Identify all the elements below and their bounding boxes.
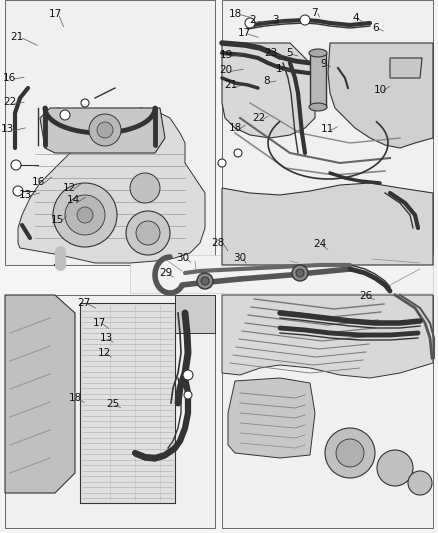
Text: 4: 4: [352, 13, 359, 23]
Text: 7: 7: [311, 8, 318, 18]
Text: 14: 14: [67, 196, 80, 205]
Text: 11: 11: [321, 124, 334, 134]
Circle shape: [136, 221, 160, 245]
Circle shape: [53, 183, 117, 247]
Circle shape: [77, 207, 93, 223]
Polygon shape: [130, 255, 433, 293]
Circle shape: [408, 471, 432, 495]
Circle shape: [197, 273, 213, 289]
Circle shape: [13, 186, 23, 196]
Circle shape: [184, 391, 192, 399]
Text: 22: 22: [253, 114, 266, 123]
Circle shape: [126, 211, 170, 255]
Polygon shape: [222, 43, 315, 138]
Polygon shape: [228, 378, 315, 458]
Circle shape: [97, 122, 113, 138]
Circle shape: [292, 265, 308, 281]
Polygon shape: [80, 303, 175, 503]
Circle shape: [183, 370, 193, 380]
Text: 2: 2: [249, 15, 256, 25]
Text: 20: 20: [219, 66, 233, 75]
Circle shape: [336, 439, 364, 467]
Text: 19: 19: [219, 51, 233, 60]
Circle shape: [245, 18, 255, 28]
Text: 21: 21: [10, 33, 23, 42]
Text: 18: 18: [229, 9, 242, 19]
Polygon shape: [222, 183, 433, 265]
Polygon shape: [18, 108, 205, 263]
Text: 17: 17: [93, 318, 106, 328]
Text: 8: 8: [263, 76, 270, 86]
Text: 22: 22: [3, 98, 16, 107]
Text: 18: 18: [69, 393, 82, 402]
Polygon shape: [328, 43, 433, 148]
Text: 27: 27: [78, 298, 91, 308]
Text: 15: 15: [50, 215, 64, 224]
Polygon shape: [222, 295, 433, 528]
Text: 30: 30: [177, 253, 190, 263]
Text: 24: 24: [313, 239, 326, 249]
Text: 9: 9: [320, 59, 327, 69]
Polygon shape: [222, 0, 433, 265]
Ellipse shape: [309, 103, 327, 111]
Polygon shape: [222, 295, 433, 378]
Polygon shape: [5, 295, 75, 493]
Text: 17: 17: [49, 9, 62, 19]
Polygon shape: [40, 108, 165, 153]
Text: 16: 16: [32, 177, 45, 187]
Text: 10: 10: [374, 85, 387, 94]
Text: 17: 17: [238, 28, 251, 38]
Circle shape: [218, 159, 226, 167]
Text: 23: 23: [264, 49, 277, 58]
Text: 12: 12: [98, 348, 111, 358]
Text: 25: 25: [106, 399, 120, 409]
Circle shape: [300, 15, 310, 25]
Polygon shape: [5, 0, 215, 265]
Polygon shape: [310, 53, 326, 107]
Text: 1: 1: [276, 64, 283, 74]
Circle shape: [130, 173, 160, 203]
Text: 3: 3: [272, 15, 279, 25]
Text: 26: 26: [360, 292, 373, 301]
Ellipse shape: [309, 49, 327, 57]
Text: 28: 28: [212, 238, 225, 248]
Polygon shape: [390, 58, 422, 78]
Text: 13: 13: [99, 333, 113, 343]
Circle shape: [377, 450, 413, 486]
Polygon shape: [5, 295, 215, 528]
Circle shape: [89, 114, 121, 146]
Text: 29: 29: [159, 268, 172, 278]
Circle shape: [11, 160, 21, 170]
Text: 12: 12: [63, 183, 76, 192]
Circle shape: [325, 428, 375, 478]
Circle shape: [201, 277, 209, 285]
Circle shape: [65, 195, 105, 235]
Circle shape: [234, 149, 242, 157]
Text: 21: 21: [225, 80, 238, 90]
Polygon shape: [175, 295, 215, 333]
Text: 18: 18: [229, 123, 242, 133]
Circle shape: [81, 99, 89, 107]
Text: 16: 16: [3, 73, 16, 83]
Text: 30: 30: [233, 253, 247, 263]
Circle shape: [296, 269, 304, 277]
Text: 5: 5: [286, 49, 293, 58]
Text: 13: 13: [19, 190, 32, 199]
Text: 6: 6: [372, 23, 379, 33]
Circle shape: [60, 110, 70, 120]
Text: 13: 13: [1, 124, 14, 134]
